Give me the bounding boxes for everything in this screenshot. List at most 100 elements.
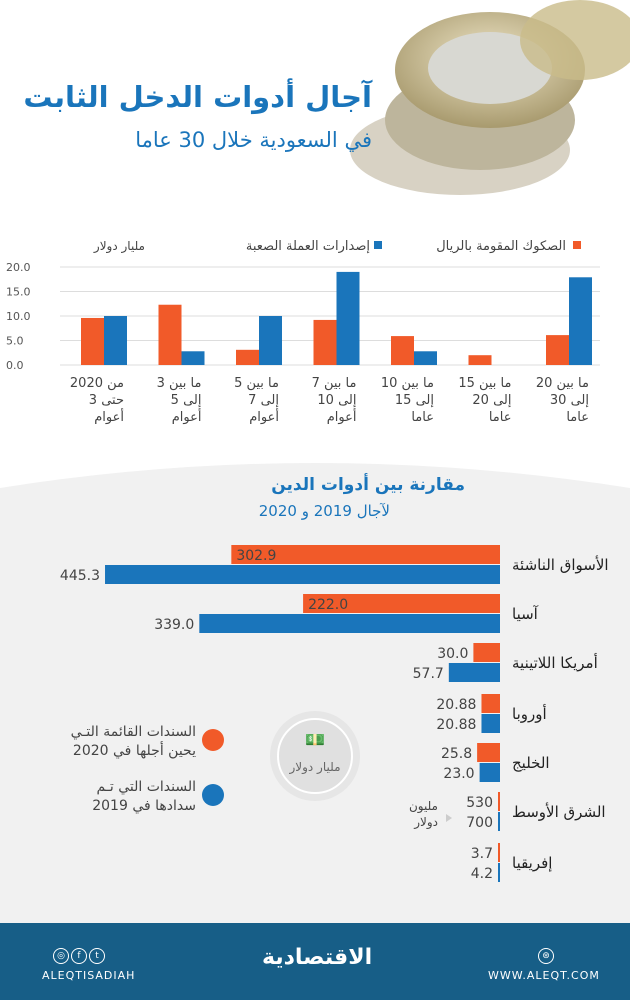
x-tick-label: إلى 5 bbox=[171, 393, 202, 408]
value-label: 339.0 bbox=[154, 617, 194, 633]
x-tick-label: إلى 15 bbox=[395, 393, 434, 408]
bar-2019 bbox=[199, 614, 500, 633]
pointer-icon bbox=[446, 814, 452, 822]
value-label: 445.3 bbox=[60, 568, 100, 584]
region-label: الشرق الأوسط bbox=[512, 802, 606, 821]
comparison-subtitle: لآجال 2019 و 2020 bbox=[259, 502, 390, 520]
region-label: الأسواق الناشئة bbox=[512, 555, 609, 574]
value-label: 4.2 bbox=[471, 866, 493, 882]
bar-2020 bbox=[477, 743, 500, 762]
x-tick-label: ما بين 10 bbox=[381, 376, 434, 391]
x-tick-label: أعوام bbox=[94, 408, 124, 425]
million-note: مليون bbox=[409, 799, 438, 814]
bar-riyal-sukuk bbox=[468, 355, 492, 365]
footer: ◎ f t ALEQTISADIAH الاقتصادية ⊛ WWW.ALEQT.… bbox=[0, 923, 630, 1000]
legend-label: سدادها في 2019 bbox=[92, 798, 196, 814]
comparison-title: مقارنة بين أدوات الدين bbox=[271, 473, 465, 495]
money-icon bbox=[277, 718, 353, 794]
x-tick-label: عاما bbox=[566, 410, 589, 425]
value-label: 222.0 bbox=[308, 597, 348, 613]
region-label: الخليج bbox=[512, 754, 550, 772]
maturity-bar-chart: 0.0 5.0 10.0 15.0 20.0 مليار دولار الصكوك المق… bbox=[6, 239, 600, 425]
money-icon: 💵 bbox=[305, 730, 325, 749]
coins-image bbox=[350, 0, 630, 195]
facebook-icon[interactable]: f bbox=[71, 948, 87, 964]
bar-2019 bbox=[448, 663, 500, 682]
x-tick-label: إلى 10 bbox=[317, 393, 356, 408]
bar-hard-currency bbox=[259, 316, 282, 365]
x-tick-label: عاما bbox=[489, 410, 512, 425]
value-label: 30.0 bbox=[437, 646, 468, 662]
legend-dot bbox=[202, 729, 224, 751]
legend-label-riyal-sukuk: الصكوك المقومة بالريال bbox=[436, 239, 566, 254]
y-tick-label: 5.0 bbox=[6, 335, 24, 348]
x-tick-label: إلى 7 bbox=[248, 393, 279, 408]
region-label: إفريقيا bbox=[512, 854, 552, 872]
section-curve bbox=[0, 448, 630, 488]
x-tick-label: عاما bbox=[411, 410, 434, 425]
x-tick-label: ما بين 15 bbox=[458, 376, 511, 391]
x-tick-label: أعوام bbox=[249, 408, 279, 425]
instagram-icon[interactable]: ◎ bbox=[53, 948, 69, 964]
x-tick-label: من 2020 bbox=[70, 376, 124, 391]
value-label: 3.7 bbox=[471, 846, 493, 862]
x-tick-label: أعوام bbox=[327, 408, 357, 425]
legend-dot bbox=[202, 784, 224, 806]
bar-2020 bbox=[498, 843, 500, 862]
bar-2019 bbox=[105, 565, 501, 584]
bar-hard-currency bbox=[336, 271, 360, 365]
y-tick-label: 15.0 bbox=[6, 286, 31, 299]
website-link[interactable]: WWW.ALEQT.COM bbox=[488, 969, 600, 982]
twitter-icon[interactable]: t bbox=[89, 948, 105, 964]
x-tick-label: ما بين 5 bbox=[234, 376, 279, 391]
bar-hard-currency bbox=[414, 351, 437, 365]
bar-riyal-sukuk bbox=[546, 335, 569, 365]
website-icon: ⊛ bbox=[538, 948, 554, 964]
unit-label: مليار دولار bbox=[288, 760, 340, 775]
bar-2020 bbox=[473, 643, 500, 662]
bar-riyal-sukuk bbox=[236, 349, 259, 365]
bar-2019 bbox=[498, 812, 500, 831]
bar-2019 bbox=[479, 763, 500, 782]
bar-riyal-sukuk bbox=[313, 319, 337, 365]
page-title: آجال أدوات الدخل الثابت bbox=[23, 80, 372, 114]
value-label: 20.88 bbox=[436, 697, 476, 713]
x-tick-label: أعوام bbox=[172, 408, 202, 425]
bar-2020 bbox=[231, 545, 500, 564]
comparison-section bbox=[0, 448, 630, 923]
social-icons: ◎ f t bbox=[52, 943, 106, 964]
value-label: 530 bbox=[466, 795, 493, 811]
region-label: أوروبا bbox=[512, 704, 547, 723]
value-label: 57.7 bbox=[413, 666, 444, 682]
x-tick-label: ما بين 20 bbox=[536, 376, 589, 391]
bar-2019 bbox=[481, 714, 500, 733]
bar-2020 bbox=[498, 792, 500, 811]
value-label: 302.9 bbox=[236, 548, 276, 564]
million-note: دولار bbox=[413, 815, 438, 830]
bar-hard-currency bbox=[181, 351, 205, 365]
legend-label-hard-currency: إصدارات العملة الصعبة bbox=[246, 239, 370, 254]
logo: الاقتصادية bbox=[262, 945, 373, 970]
bar-riyal-sukuk bbox=[391, 336, 414, 365]
page-subtitle: في السعودية خلال 30 عاما bbox=[135, 128, 372, 152]
region-label: أمريكا اللاتينية bbox=[512, 653, 598, 672]
legend-swatch-riyal-sukuk bbox=[573, 241, 581, 249]
legend-label: السندات التي تـم bbox=[96, 779, 196, 795]
value-label: 25.8 bbox=[441, 746, 472, 762]
y-tick-label: 20.0 bbox=[6, 261, 31, 274]
legend-swatch-hard-currency bbox=[374, 241, 382, 249]
bar-2020 bbox=[303, 594, 500, 613]
social-handle[interactable]: ALEQTISADIAH bbox=[42, 969, 136, 982]
legend-label: يحين أجلها في 2020 bbox=[73, 741, 196, 759]
bar-riyal-sukuk bbox=[158, 304, 182, 365]
y-tick-label: 10.0 bbox=[6, 310, 31, 323]
legend-label: السندات القائمة التـي bbox=[71, 724, 196, 740]
debt-comparison-chart: مقارنة بين أدوات الدين لآجال 2019 و 2020 ا… bbox=[0, 448, 630, 882]
region-label: آسيا bbox=[512, 605, 539, 623]
value-label: 23.0 bbox=[443, 766, 474, 782]
value-label: 700 bbox=[466, 815, 493, 831]
x-tick-label: ما بين 3 bbox=[157, 376, 202, 391]
x-tick-label: ما بين 7 bbox=[312, 376, 357, 391]
x-tick-label: حتى 3 bbox=[89, 393, 124, 408]
